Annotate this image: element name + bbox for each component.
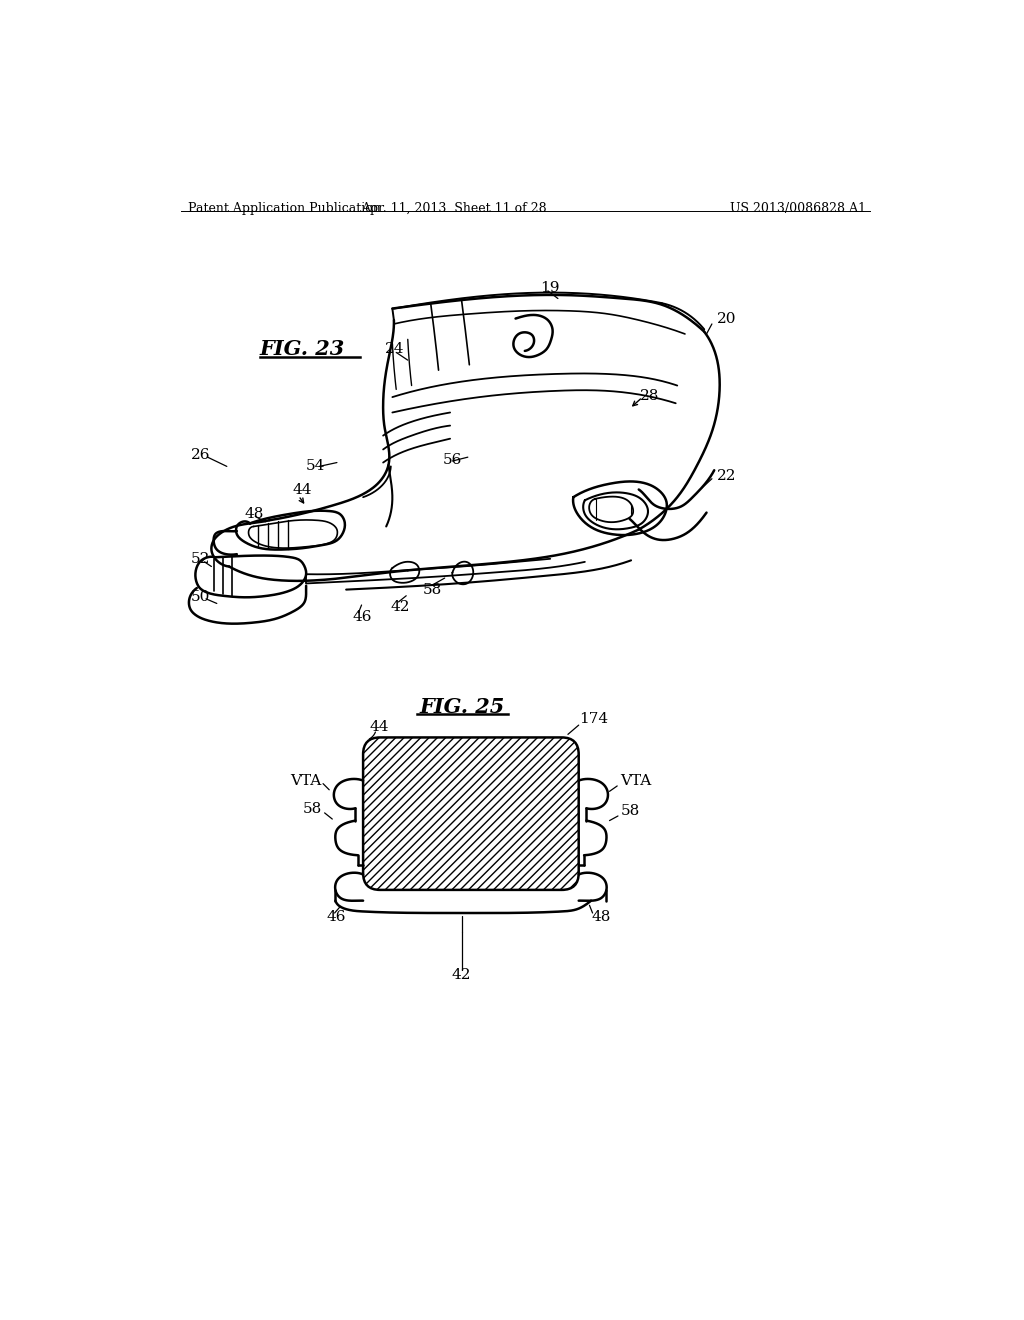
Text: FIG. 23: FIG. 23: [260, 339, 345, 359]
Text: 20: 20: [717, 312, 737, 326]
FancyBboxPatch shape: [364, 738, 579, 890]
Text: Apr. 11, 2013  Sheet 11 of 28: Apr. 11, 2013 Sheet 11 of 28: [361, 202, 547, 215]
Text: US 2013/0086828 A1: US 2013/0086828 A1: [730, 202, 866, 215]
Text: 58: 58: [302, 803, 322, 816]
Text: 52: 52: [190, 552, 210, 566]
Text: 174: 174: [579, 711, 608, 726]
Text: Patent Application Publication: Patent Application Publication: [188, 202, 381, 215]
Text: 42: 42: [452, 968, 471, 982]
Text: 56: 56: [442, 453, 462, 467]
Text: VTA: VTA: [621, 774, 651, 788]
Text: 19: 19: [541, 281, 560, 294]
Text: 48: 48: [245, 507, 264, 521]
Text: 46: 46: [326, 909, 346, 924]
Text: 24: 24: [385, 342, 404, 356]
Text: 50: 50: [190, 590, 210, 605]
Text: 48: 48: [591, 909, 610, 924]
Text: FIG. 25: FIG. 25: [419, 697, 504, 717]
Text: 46: 46: [352, 610, 372, 624]
Text: 28: 28: [640, 388, 659, 403]
Text: 42: 42: [390, 599, 410, 614]
Text: 58: 58: [423, 582, 442, 597]
Text: VTA: VTA: [290, 774, 322, 788]
Text: 44: 44: [292, 483, 311, 496]
Text: 26: 26: [190, 447, 210, 462]
Text: 58: 58: [621, 804, 640, 818]
Text: 22: 22: [717, 469, 737, 483]
Text: 44: 44: [370, 719, 389, 734]
Text: 54: 54: [306, 459, 326, 474]
